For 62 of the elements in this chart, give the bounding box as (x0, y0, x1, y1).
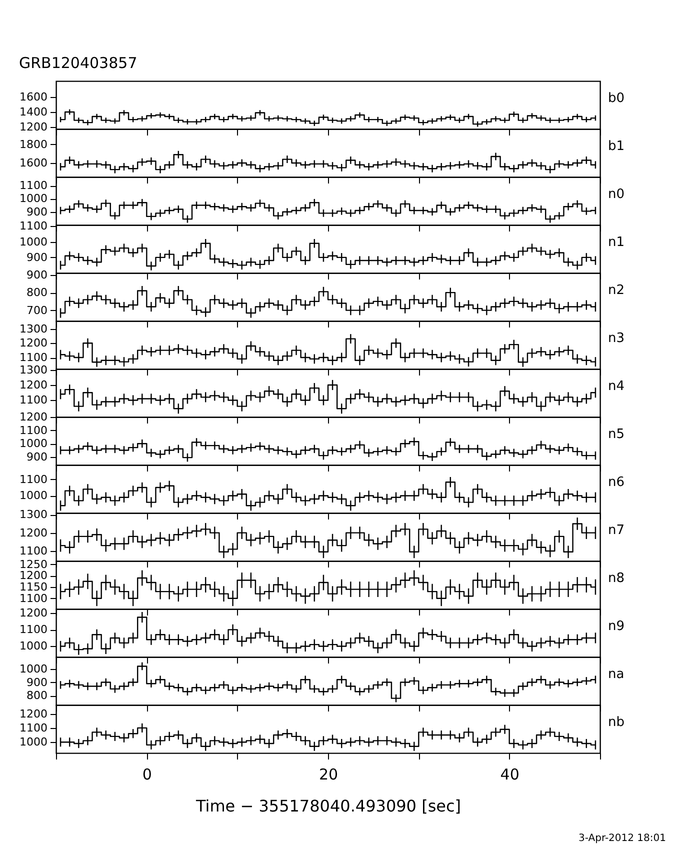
y-tick-label: 1400 (20, 105, 48, 118)
y-axis-title: n2 (608, 282, 625, 298)
y-axis-title: n7 (608, 522, 625, 538)
y-axis-title: n5 (608, 426, 625, 442)
y-axis-title: nb (608, 714, 624, 730)
y-tick-label: 1000 (20, 437, 48, 450)
y-axis-title: n1 (608, 234, 625, 250)
y-tick-label: 1100 (20, 220, 48, 233)
x-axis-title: Time − 355178040.493090 [sec] (194, 796, 462, 816)
y-tick-label: 1600 (20, 90, 48, 104)
chart-title: GRB120403857 (19, 54, 138, 72)
y-axis-title: n8 (608, 570, 625, 586)
y-axis-title: n9 (608, 618, 625, 634)
y-axis-title: n6 (608, 474, 625, 490)
y-axis-title: n0 (608, 186, 625, 202)
y-tick-label: 800 (26, 286, 48, 300)
y-tick-label: 1000 (20, 192, 48, 206)
y-axis-title: b1 (608, 138, 625, 154)
y-tick-label: 1100 (20, 721, 48, 734)
x-tick-label: 40 (500, 766, 520, 784)
y-tick-label: 1200 (20, 526, 48, 540)
text: 3-Apr-2012 18:01 (578, 833, 666, 844)
y-tick-label: 1000 (20, 736, 48, 749)
y-tick-label: 1600 (20, 156, 48, 170)
y-tick-label: 1200 (20, 378, 48, 392)
y-axis-title: b0 (608, 90, 625, 106)
y-tick-label: 1200 (20, 606, 48, 620)
y-tick-label: 1000 (20, 235, 48, 248)
y-tick-label: 1200 (20, 707, 48, 720)
y-tick-label: 1300 (20, 363, 48, 376)
y-tick-label: 1200 (20, 336, 48, 350)
y-tick-label: 1000 (20, 640, 48, 653)
y-tick-label: 700 (26, 304, 48, 317)
y-tick-label: 1000 (20, 662, 48, 676)
y-tick-label: 900 (26, 205, 48, 218)
y-tick-label: 1100 (20, 394, 48, 407)
y-tick-label: 1150 (20, 580, 48, 594)
y-tick-label: 1200 (20, 120, 48, 134)
y-tick-label: 1100 (20, 179, 48, 192)
y-tick-label: 1300 (20, 322, 48, 336)
y-axis-title: n4 (608, 378, 625, 394)
y-tick-label: 1100 (20, 544, 48, 558)
x-tick-label: 0 (142, 766, 152, 784)
y-tick-label: 1100 (20, 592, 48, 605)
y-tick-label: 1250 (20, 558, 48, 571)
y-tick-label: 1300 (20, 508, 48, 522)
y-tick-label: 900 (26, 268, 48, 282)
y-tick-label: 1100 (20, 424, 48, 437)
y-tick-label: 1000 (20, 489, 48, 502)
y-tick-label: 900 (26, 450, 48, 464)
y-tick-label: 1200 (20, 410, 48, 424)
y-tick-label: 1800 (20, 138, 48, 151)
y-tick-label: 900 (26, 250, 48, 264)
y-tick-label: 1100 (20, 472, 48, 486)
y-tick-label: 1100 (20, 623, 48, 636)
y-tick-label: 1100 (20, 351, 48, 364)
y-axis-title: na (608, 666, 624, 682)
y-axis-title: n3 (608, 330, 625, 346)
x-tick-label: 20 (318, 766, 338, 784)
y-tick-label: 900 (26, 676, 48, 689)
y-tick-label: 1200 (20, 569, 48, 582)
y-tick-label: 800 (26, 689, 48, 702)
